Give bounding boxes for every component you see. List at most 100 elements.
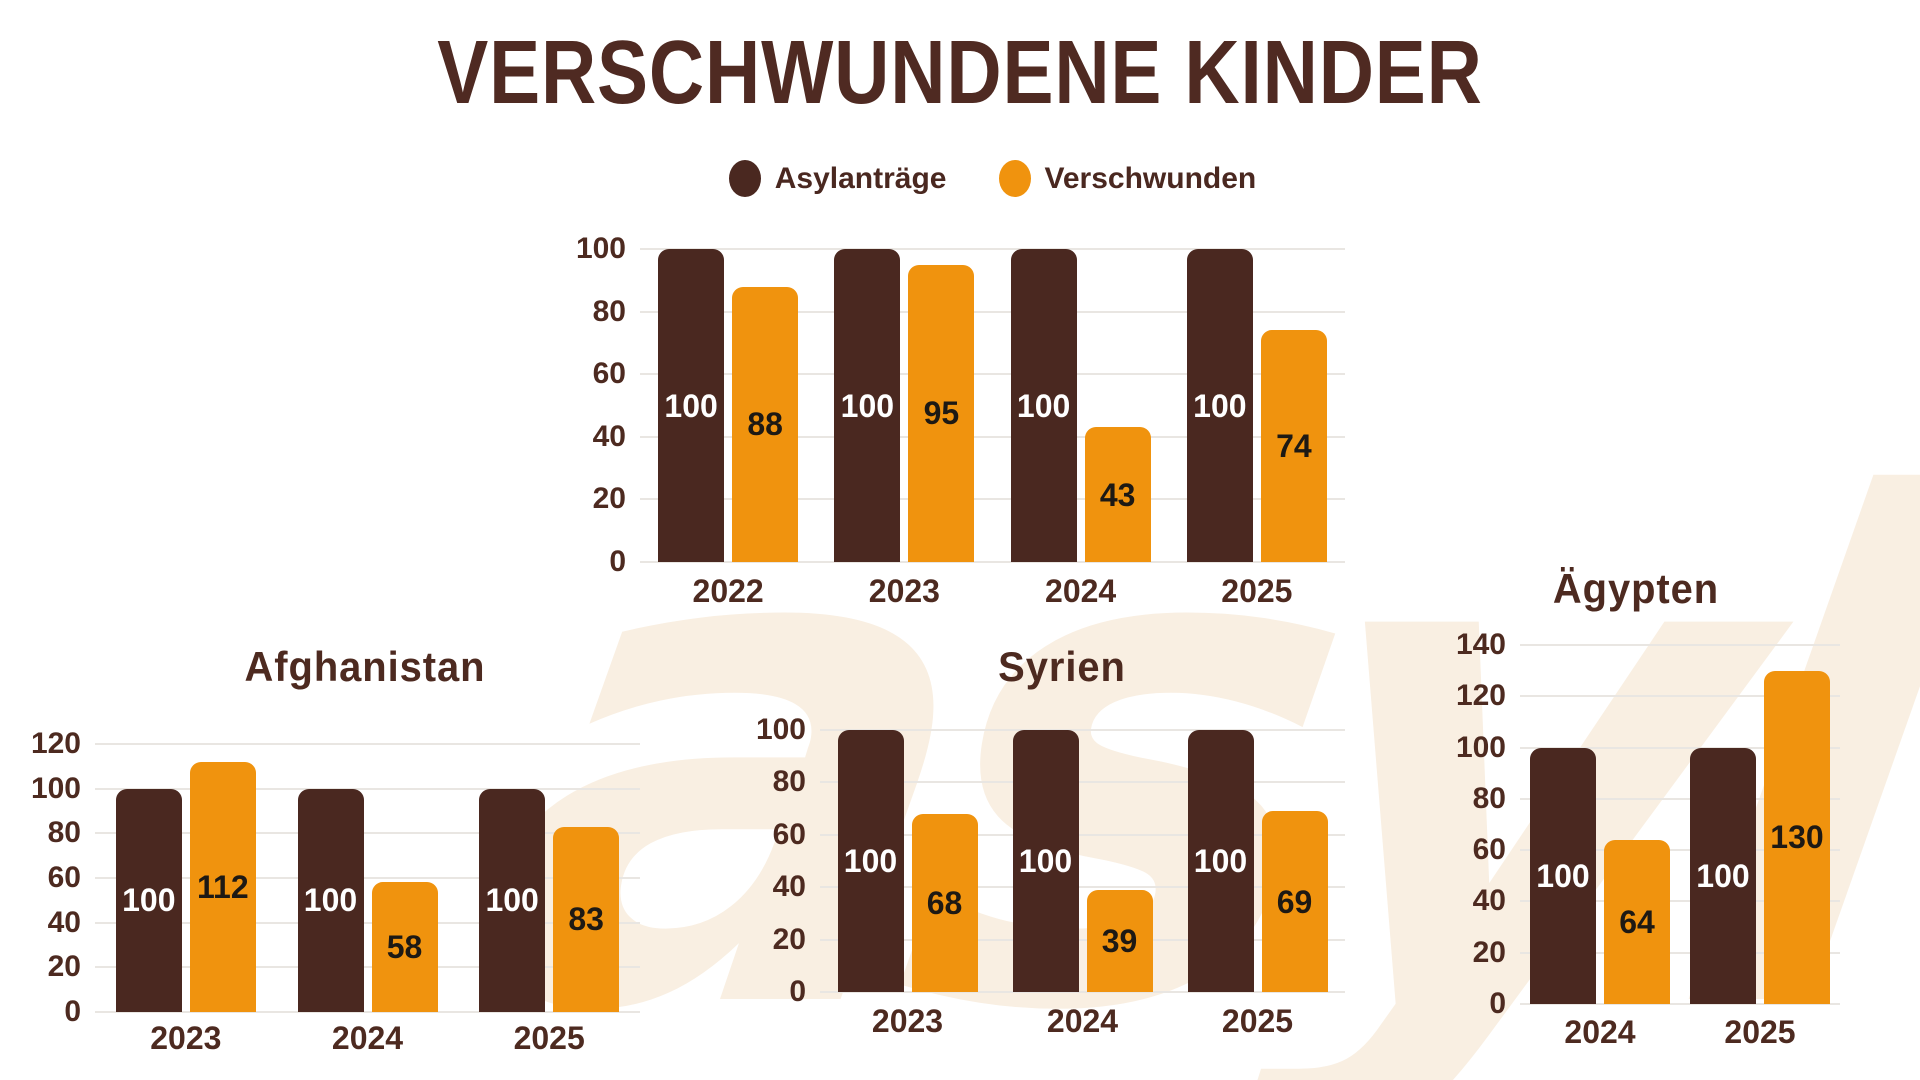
gridline-syrien-100	[820, 729, 1345, 731]
y-axis-tick-label-aegypten-80: 80	[1472, 781, 1506, 815]
y-axis-tick-label-syrien-80: 80	[772, 765, 806, 799]
bar-asylantraege-aegypten-2025	[1690, 747, 1756, 1004]
bar-asylantraege-afghanistan-2024	[297, 788, 364, 1012]
gridline-afghanistan-0	[95, 1011, 640, 1013]
y-axis-tick-label-overall-100: 100	[575, 232, 626, 265]
bar-value-label-aegypten-2025-asylantraege: 100	[1696, 857, 1750, 894]
bar-value-label-afghanistan-2023-verschwunden: 112	[197, 868, 249, 905]
bar-verschwunden-overall-2024	[1084, 427, 1151, 562]
bar-value-label-aegypten-2024-asylantraege: 100	[1536, 857, 1590, 894]
gridline-aegypten-140	[1520, 644, 1840, 646]
bar-value-label-afghanistan-2023-asylantraege: 100	[122, 882, 176, 919]
y-axis-tick-label-overall-40: 40	[592, 419, 626, 453]
bar-value-label-overall-2023-verschwunden: 95	[923, 395, 960, 432]
y-axis-tick-label-afghanistan-20: 20	[47, 950, 81, 984]
bar-asylantraege-overall-2024	[1010, 249, 1077, 562]
bar-asylantraege-overall-2023	[834, 249, 901, 562]
gridline-aegypten-120	[1520, 695, 1840, 698]
gridline-syrien-40	[820, 886, 1345, 889]
gridline-syrien-60	[820, 833, 1345, 836]
bar-asylantraege-syrien-2025	[1187, 730, 1254, 992]
x-axis-label-overall-2025: 2025	[1221, 573, 1293, 609]
bar-value-label-syrien-2023-asylantraege: 100	[843, 843, 898, 879]
gridline-overall-60	[640, 373, 1345, 376]
y-axis-tick-label-syrien-40: 40	[772, 870, 806, 904]
y-axis-tick-label-afghanistan-40: 40	[47, 905, 81, 939]
y-axis-tick-label-aegypten-60: 60	[1472, 833, 1506, 867]
y-axis-tick-label-afghanistan-0: 0	[64, 995, 81, 1028]
x-axis-label-aegypten-2024: 2024	[1564, 1014, 1636, 1050]
bar-value-label-syrien-2024-verschwunden: 39	[1101, 922, 1138, 959]
y-axis-tick-label-syrien-100: 100	[755, 713, 806, 746]
y-axis-tick-label-overall-80: 80	[592, 294, 626, 328]
bar-value-label-overall-2025-asylantraege: 100	[1193, 387, 1247, 424]
gridline-aegypten-60	[1520, 849, 1840, 852]
gridline-aegypten-80	[1520, 797, 1840, 800]
bar-verschwunden-aegypten-2024	[1604, 839, 1670, 1004]
bar-asylantraege-overall-2025	[1186, 249, 1253, 562]
bar-verschwunden-overall-2022	[732, 286, 799, 562]
bar-value-label-afghanistan-2024-asylantraege: 100	[303, 882, 358, 919]
y-axis-tick-label-syrien-0: 0	[789, 975, 806, 1008]
y-axis-tick-label-afghanistan-80: 80	[47, 816, 81, 850]
bar-value-label-overall-2022-verschwunden: 88	[747, 406, 783, 443]
bar-verschwunden-overall-2023	[908, 264, 975, 562]
legend-item-verschwunden: Verschwunden	[998, 160, 1257, 197]
y-axis-tick-label-afghanistan-100: 100	[30, 771, 81, 805]
y-axis-tick-label-overall-20: 20	[592, 482, 626, 516]
bar-verschwunden-syrien-2024	[1086, 889, 1153, 992]
bar-value-label-overall-2022-asylantraege: 100	[664, 387, 718, 424]
bar-value-label-overall-2024-asylantraege: 100	[1016, 387, 1071, 424]
bar-verschwunden-afghanistan-2025	[553, 826, 620, 1012]
y-axis-tick-label-aegypten-40: 40	[1472, 884, 1506, 918]
x-axis-label-overall-2023: 2023	[868, 573, 940, 609]
x-axis-label-afghanistan-2024: 2024	[331, 1020, 404, 1056]
gridline-syrien-20	[820, 938, 1345, 941]
bar-asylantraege-afghanistan-2025	[479, 788, 546, 1012]
y-axis-tick-label-aegypten-0: 0	[1489, 987, 1506, 1020]
bar-value-label-afghanistan-2024-verschwunden: 58	[386, 929, 423, 966]
gridline-syrien-0	[820, 991, 1345, 993]
bar-verschwunden-overall-2025	[1260, 330, 1327, 562]
x-axis-label-afghanistan-2023: 2023	[150, 1020, 222, 1056]
y-axis-tick-label-syrien-60: 60	[772, 817, 806, 851]
gridline-overall-80	[640, 310, 1345, 313]
bar-verschwunden-syrien-2023	[911, 813, 978, 992]
chart-title-syrien: Syrien	[998, 643, 1126, 690]
x-axis-label-syrien-2024: 2024	[1046, 1003, 1119, 1039]
y-axis-tick-label-syrien-20: 20	[772, 922, 806, 956]
gridline-afghanistan-60	[95, 877, 640, 879]
bar-value-label-overall-2023-asylantraege: 100	[840, 387, 895, 424]
gridline-aegypten-0	[1520, 1003, 1840, 1005]
y-axis-tick-label-aegypten-20: 20	[1472, 935, 1506, 969]
y-axis-tick-label-overall-0: 0	[609, 545, 626, 578]
y-axis-tick-label-afghanistan-120: 120	[30, 727, 81, 760]
x-axis-label-syrien-2023: 2023	[871, 1003, 944, 1039]
bar-asylantraege-syrien-2023	[837, 730, 904, 992]
bar-value-label-syrien-2023-verschwunden: 68	[926, 884, 963, 921]
legend: Asylanträge Verschwunden	[640, 160, 1345, 197]
y-axis-tick-label-overall-60: 60	[592, 357, 626, 391]
bar-asylantraege-afghanistan-2023	[115, 788, 182, 1012]
legend-dot-orange-icon	[998, 160, 1031, 197]
bar-verschwunden-afghanistan-2024	[371, 882, 438, 1012]
gridline-aegypten-100	[1520, 746, 1840, 749]
chart-title-aegypten: Ägypten	[1552, 565, 1720, 612]
y-axis-tick-label-afghanistan-60: 60	[47, 861, 81, 894]
bar-value-label-aegypten-2024-verschwunden: 64	[1619, 903, 1655, 940]
gridline-overall-20	[640, 498, 1345, 501]
legend-label-verschwunden: Verschwunden	[1044, 161, 1257, 195]
x-axis-label-aegypten-2025: 2025	[1724, 1014, 1796, 1050]
bar-verschwunden-aegypten-2025	[1764, 670, 1830, 1004]
bar-value-label-syrien-2025-verschwunden: 69	[1276, 883, 1313, 920]
bar-value-label-syrien-2025-asylantraege: 100	[1193, 843, 1248, 879]
x-axis-label-overall-2022: 2022	[692, 573, 764, 609]
gridline-overall-40	[640, 435, 1345, 438]
bar-value-label-overall-2025-verschwunden: 74	[1276, 428, 1312, 465]
bar-value-label-afghanistan-2025-verschwunden: 83	[568, 901, 604, 938]
bar-value-label-overall-2024-verschwunden: 43	[1099, 476, 1136, 513]
chart-title-afghanistan: Afghanistan	[244, 643, 486, 690]
y-axis-tick-label-aegypten-120: 120	[1455, 679, 1506, 713]
